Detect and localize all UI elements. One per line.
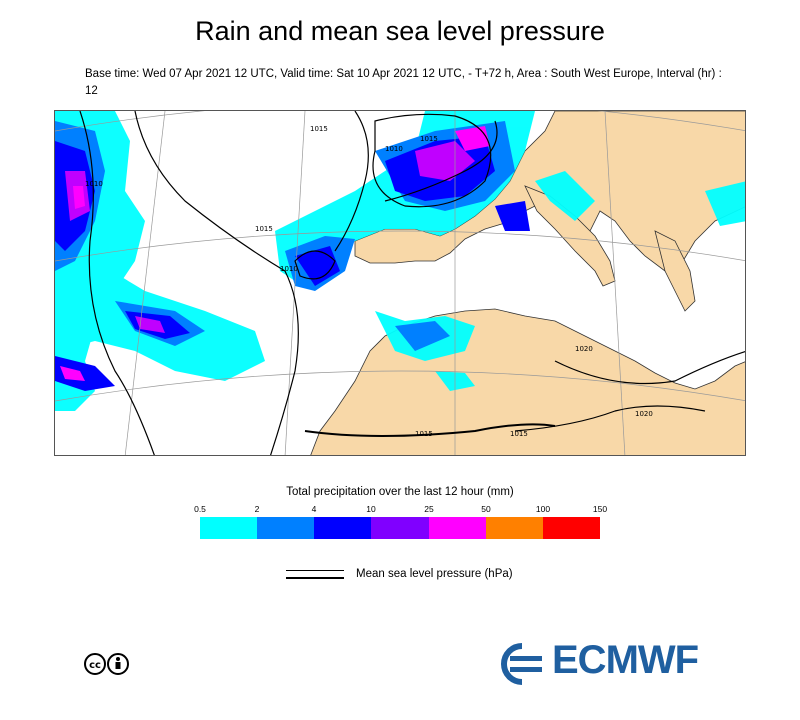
isobar-label: 1020 xyxy=(575,345,593,353)
isobar-legend-line xyxy=(286,570,344,571)
legend-swatch xyxy=(428,517,486,539)
svg-text:cc: cc xyxy=(89,660,101,671)
legend-ticks: 0.5 2 4 10 25 50 100 150 xyxy=(194,504,607,516)
isobar-label-group: 1010 1015 1010 1010 1015 1020 1015 1015 … xyxy=(85,125,653,438)
isobar-label: 1010 xyxy=(85,180,103,188)
legend-tick: 10 xyxy=(366,504,376,514)
legend-colorbar xyxy=(200,517,600,539)
isobar-label: 1010 xyxy=(385,145,403,153)
isobar-label: 1015 xyxy=(415,430,433,438)
legend-tick: 0.5 xyxy=(194,504,206,514)
legend-tick: 4 xyxy=(311,504,317,514)
legend-swatch xyxy=(200,517,258,539)
isobar-label: 1020 xyxy=(635,410,653,418)
map-subtitle: Base time: Wed 07 Apr 2021 12 UTC, Valid… xyxy=(85,68,722,97)
ecmwf-logo-text: ECMWF xyxy=(552,638,699,682)
map-title: Rain and mean sea level pressure xyxy=(195,16,605,46)
legend-tick: 150 xyxy=(592,504,608,514)
ecmwf-logo-icon xyxy=(501,643,542,685)
isobar-label: 1015 xyxy=(255,225,273,233)
isobars xyxy=(79,111,745,455)
legend-swatch xyxy=(542,517,600,539)
forecast-map: 1010 1015 1010 1010 1015 1020 1015 1015 … xyxy=(54,110,746,456)
legend-tick: 25 xyxy=(424,504,434,514)
isobar-label: 1015 xyxy=(510,430,528,438)
legend-swatch xyxy=(485,517,543,539)
isobar-label: 1015 xyxy=(310,125,328,133)
legend-tick: 2 xyxy=(254,504,260,514)
cc-by-icon: cc xyxy=(84,653,130,675)
isobar-legend-line xyxy=(286,577,344,579)
legend-tick: 50 xyxy=(481,504,491,514)
legend-swatch xyxy=(314,517,372,539)
isobar-legend-label: Mean sea level pressure (hPa) xyxy=(356,568,513,580)
precip-magenta xyxy=(60,126,490,381)
isobar-label: 1010 xyxy=(280,265,298,273)
legend-tick: 100 xyxy=(535,504,551,514)
legend-swatch xyxy=(257,517,315,539)
map-canvas: 1010 1015 1010 1010 1015 1020 1015 1015 … xyxy=(55,111,745,455)
isobar-label: 1015 xyxy=(420,135,438,143)
legend-title: Total precipitation over the last 12 hou… xyxy=(286,486,514,498)
ecmwf-logo: ECMWF xyxy=(496,638,716,686)
land-areas xyxy=(310,111,745,455)
legend-swatch xyxy=(371,517,429,539)
